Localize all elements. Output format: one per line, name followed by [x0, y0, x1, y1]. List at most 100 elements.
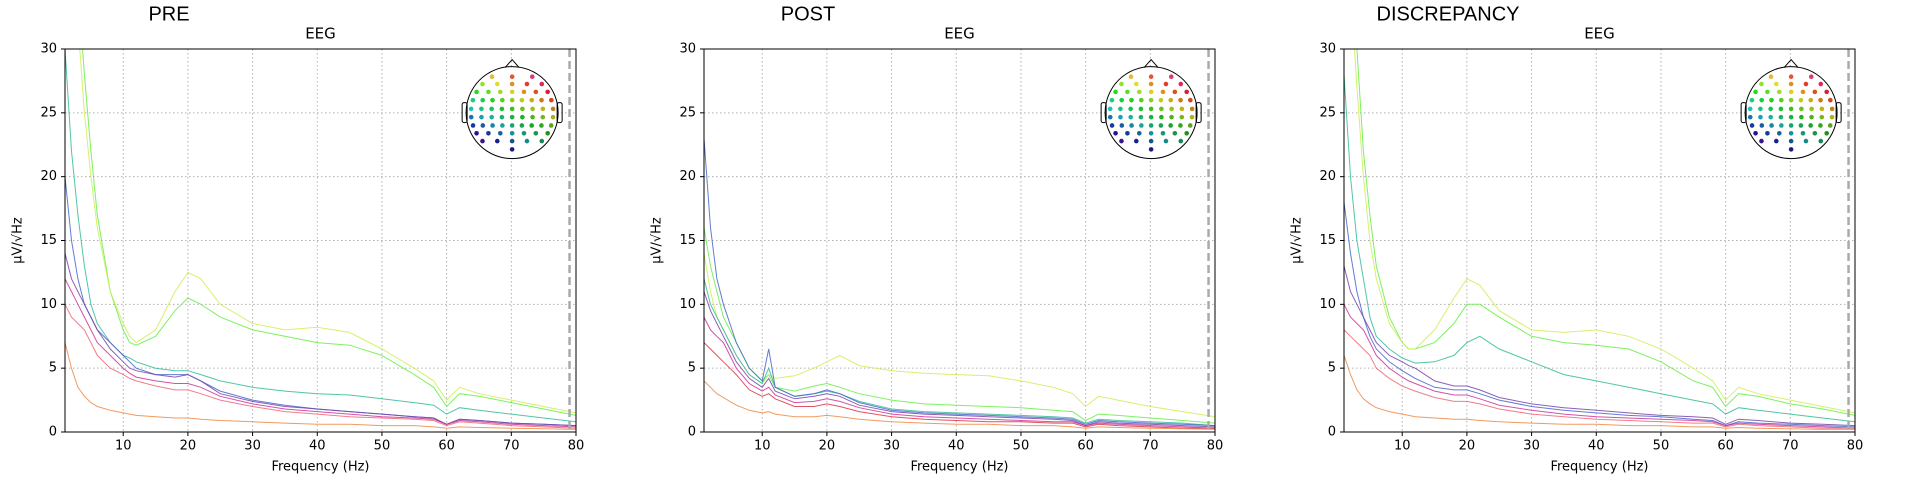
sensor-dot	[1788, 114, 1794, 120]
sensor-dot	[548, 123, 554, 128]
sensor-dot	[509, 74, 515, 79]
psd-line	[1344, 355, 1855, 430]
sensor-dot	[1828, 97, 1833, 103]
y-tick-label: 15	[1319, 233, 1336, 248]
sensor-dot	[1138, 114, 1144, 120]
sensor-dot	[520, 106, 525, 112]
sensor-dot	[1812, 130, 1818, 136]
x-tick-label: 50	[1653, 439, 1670, 454]
sensor-dot	[1803, 81, 1809, 87]
sensor-dot	[1189, 106, 1195, 112]
y-tick-label: 10	[1319, 297, 1336, 312]
sensor-inset	[461, 58, 563, 160]
sensor-dot	[509, 106, 515, 112]
sensor-dot	[1788, 89, 1794, 95]
sensor-dot	[509, 147, 515, 152]
sensor-inset	[1740, 58, 1842, 160]
ear	[1740, 102, 1747, 124]
x-tick-label: 60	[1077, 439, 1094, 454]
sensor-dot	[1163, 81, 1169, 87]
sensor-dot	[1769, 123, 1774, 128]
x-tick-label: 10	[115, 439, 132, 454]
sensor-dot	[1188, 97, 1193, 103]
sensor-dot	[1148, 74, 1154, 79]
sensor-dot	[1788, 138, 1794, 144]
panel-title: DISCREPANCY	[1377, 3, 1520, 25]
sensor-dot	[499, 106, 505, 112]
sensor-dot	[1788, 74, 1794, 79]
sensor-dot	[1128, 114, 1133, 120]
psd-line	[704, 253, 1215, 418]
sensor-dot	[1119, 138, 1124, 144]
sensor-dot	[1769, 97, 1774, 103]
sensor-dot	[529, 97, 535, 103]
psd-line	[1344, 329, 1855, 429]
sensor-dot	[1829, 114, 1835, 120]
sensor-dot	[530, 106, 535, 112]
sensor-dot	[1125, 89, 1130, 95]
sensor-dot	[1139, 123, 1144, 128]
x-tick-label: 20	[819, 439, 836, 454]
sensor-dot	[1773, 138, 1779, 144]
y-axis-label: µV/√Hz	[1290, 217, 1305, 264]
sensor-dot	[1788, 81, 1794, 87]
x-tick-label: 20	[1459, 439, 1476, 454]
sensor-dot	[1129, 97, 1134, 103]
psd-line	[65, 49, 576, 423]
sensor-dot	[524, 138, 530, 144]
psd-line	[65, 253, 576, 427]
x-axis-label: Frequency (Hz)	[271, 460, 369, 475]
sensor-dot	[1788, 130, 1794, 136]
plot-area	[1344, 49, 1855, 430]
sensor-dot	[1824, 89, 1829, 95]
x-tick-label: 70	[1142, 439, 1159, 454]
sensor-dot	[540, 106, 546, 112]
sensor-dot	[1138, 106, 1144, 112]
sensor-dot	[519, 97, 525, 103]
sensor-dot	[1128, 74, 1134, 79]
sensor-dot	[1118, 106, 1123, 112]
sensor-dot	[1819, 106, 1825, 112]
sensor-dot	[1824, 130, 1829, 136]
sensor-dot	[1765, 130, 1770, 136]
sensor-dot	[1768, 74, 1774, 79]
x-tick-label: 30	[244, 439, 261, 454]
sensor-dot	[1139, 97, 1144, 103]
sensor-dot	[1778, 106, 1784, 112]
y-tick-label: 0	[688, 425, 696, 440]
axes-title: EEG	[1584, 25, 1615, 43]
sensor-dot	[1779, 97, 1784, 103]
x-tick-label: 60	[438, 439, 455, 454]
sensor-dot	[1148, 89, 1154, 95]
sensor-dot	[1778, 114, 1784, 120]
sensor-dot	[509, 81, 515, 87]
sensor-dot	[1159, 114, 1164, 120]
sensor-dot	[1749, 123, 1755, 128]
sensor-dot	[1765, 89, 1770, 95]
panel-title: POST	[781, 3, 835, 25]
sensor-dot	[1768, 114, 1773, 120]
sensor-dot	[1788, 123, 1794, 128]
sensor-dot	[489, 74, 495, 79]
sensor-dot	[550, 106, 556, 112]
sensor-dot	[468, 106, 474, 112]
sensor-dot	[497, 130, 503, 136]
psd-line	[82, 49, 576, 416]
sensor-dot	[1799, 114, 1804, 120]
x-tick-label: 50	[374, 439, 391, 454]
sensor-dot	[1819, 114, 1825, 120]
sensor-dot	[468, 114, 474, 120]
sensor-dot	[1758, 106, 1763, 112]
psd-line	[65, 278, 576, 428]
psd-line	[704, 316, 1215, 429]
panel-title: PRE	[148, 3, 189, 25]
psd-line	[704, 380, 1215, 430]
sensor-dot	[519, 123, 525, 128]
sensor-dot	[490, 123, 495, 128]
sensor-dot	[549, 97, 554, 103]
sensor-dot	[486, 89, 491, 95]
sensor-dot	[479, 106, 484, 112]
axes-title: EEG	[305, 25, 336, 43]
sensor-dot	[1788, 147, 1794, 152]
sensor-dot	[1808, 74, 1814, 79]
